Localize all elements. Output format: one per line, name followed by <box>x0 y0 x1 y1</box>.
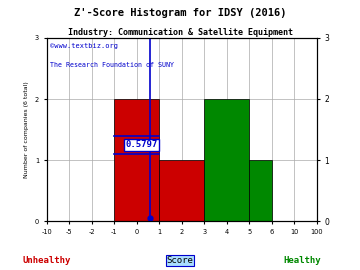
Bar <box>249 160 272 221</box>
Text: Industry: Communication & Satellite Equipment: Industry: Communication & Satellite Equi… <box>68 28 292 37</box>
Bar <box>114 99 159 221</box>
Text: ©www.textbiz.org: ©www.textbiz.org <box>50 43 117 49</box>
Text: Unhealthy: Unhealthy <box>23 256 71 265</box>
Y-axis label: Number of companies (6 total): Number of companies (6 total) <box>24 81 30 178</box>
Text: 0.5797: 0.5797 <box>126 140 158 149</box>
Text: The Research Foundation of SUNY: The Research Foundation of SUNY <box>50 62 174 68</box>
Text: Score: Score <box>167 256 193 265</box>
Text: Healthy: Healthy <box>284 256 321 265</box>
Text: Z'-Score Histogram for IDSY (2016): Z'-Score Histogram for IDSY (2016) <box>74 8 286 18</box>
Bar <box>204 99 249 221</box>
Bar <box>159 160 204 221</box>
